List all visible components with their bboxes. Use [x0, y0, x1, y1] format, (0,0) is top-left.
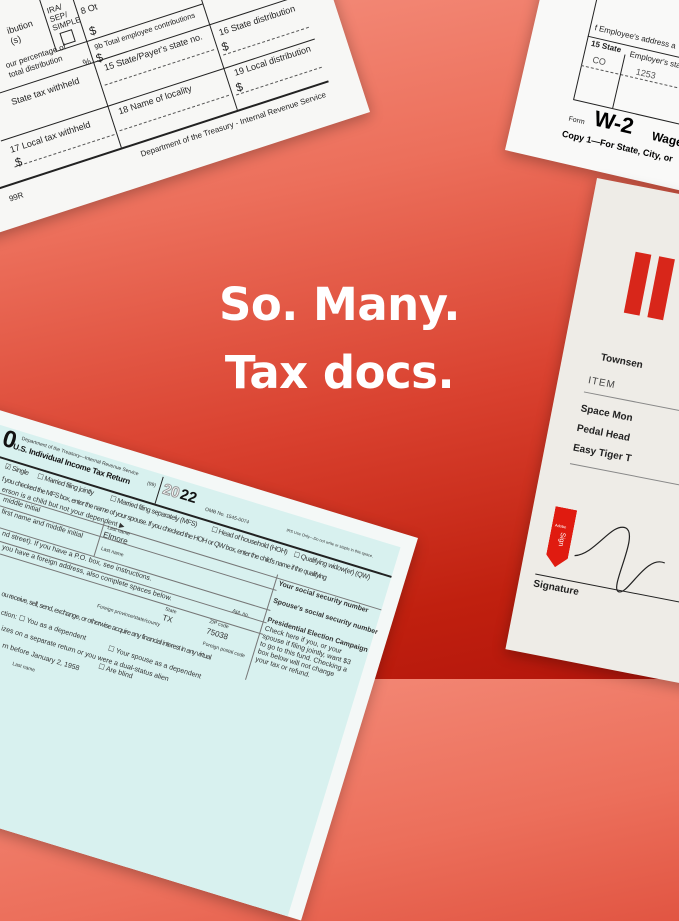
form-label: Form — [567, 115, 586, 127]
headline-line1: So. Many. — [218, 278, 461, 331]
sign-label: Sign — [556, 531, 567, 547]
invoice-document: Townsen ITEM Space Mon Pedal Head Easy T… — [505, 178, 679, 726]
invoice-item: Pedal Head — [575, 422, 631, 444]
distribution-label: ibution (s) — [5, 18, 35, 47]
form-1040-document: 0 Department of the Treasury—Internal Re… — [0, 374, 419, 921]
form-id: 99R — [7, 190, 25, 204]
w2-title: W-2 — [591, 105, 637, 139]
headline-line2: Tax docs. — [224, 346, 455, 399]
box16-dollar: $ — [219, 38, 231, 55]
box8-label: 8 Ot — [79, 1, 99, 17]
adobe-brand: Adobe — [554, 522, 567, 530]
box8-dollar: $ — [87, 23, 98, 39]
state-tax-label: State tax withheld — [9, 75, 81, 108]
box19-dollar: $ — [233, 79, 245, 95]
invoice-item: Easy Tiger T — [572, 442, 633, 465]
wage-title: Wage — [650, 128, 679, 150]
percent-sign: % — [81, 56, 93, 69]
form-1099r-document: 8 Ot IRA/ SEP/ SIMPLE ibution (s) $ 9b T… — [0, 0, 370, 286]
box15-label: 15 State — [590, 38, 623, 55]
signature-scrawl — [574, 526, 666, 593]
adobe-sign-tag: Adobe Sign — [544, 506, 577, 569]
state-value: CO — [591, 54, 607, 68]
invoice-item: Space Mon — [579, 403, 634, 425]
